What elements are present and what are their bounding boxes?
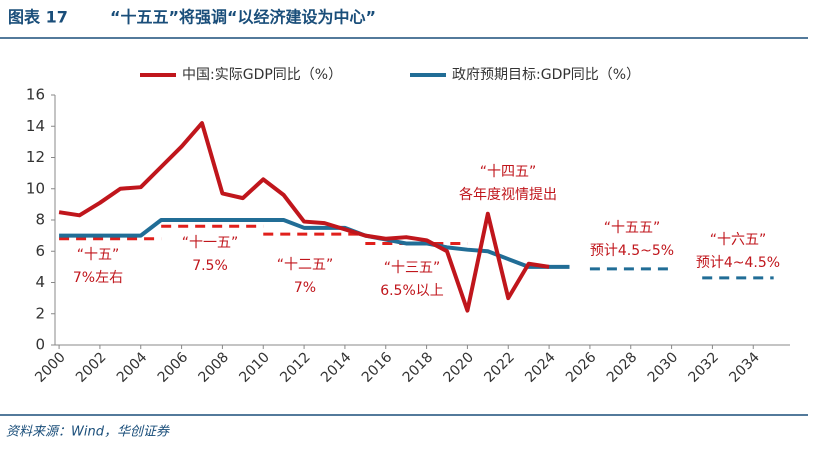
- annotation: “十四五”: [480, 164, 537, 180]
- chart-title: “十五五”将强调“以经济建设为中心”: [110, 8, 376, 27]
- annotation: 6.5%以上: [380, 283, 444, 299]
- y-tick-label: 6: [35, 242, 45, 260]
- source: 资料来源：Wind，华创证券: [6, 425, 170, 440]
- x-tick-label: 2028: [604, 349, 641, 386]
- x-tick-label: 2026: [563, 349, 600, 386]
- y-tick-label: 0: [35, 336, 45, 354]
- figure-label: 图表 17: [8, 8, 68, 27]
- series-line: [58, 121, 550, 313]
- x-tick-label: 2012: [277, 349, 314, 386]
- y-tick-label: 4: [35, 273, 45, 291]
- x-tick-label: 2010: [236, 349, 273, 386]
- x-tick-label: 2006: [155, 349, 192, 386]
- annotation: 7.5%: [192, 258, 228, 274]
- annotation: “十一五”: [182, 235, 239, 251]
- annotation: “十三五”: [384, 260, 441, 276]
- legend-label: 中国:实际GDP同比（%）: [182, 67, 342, 83]
- x-tick-label: 2004: [114, 349, 151, 386]
- series-line: [59, 218, 570, 269]
- x-tick-label: 2008: [196, 349, 233, 386]
- y-tick-label: 12: [26, 148, 45, 166]
- annotation: 各年度视情提出: [459, 187, 557, 203]
- annotation: 预计4.5~5%: [590, 243, 674, 259]
- y-tick-label: 16: [26, 86, 45, 104]
- x-tick-label: 2014: [318, 349, 355, 386]
- x-tick-label: 2022: [481, 349, 518, 386]
- legend-label: 政府预期目标:GDP同比（%）: [452, 67, 640, 83]
- x-tick-label: 2002: [73, 349, 110, 386]
- x-tick-label: 2032: [686, 349, 723, 386]
- y-tick-label: 8: [35, 211, 45, 229]
- x-tick-label: 2000: [32, 349, 69, 386]
- x-tick-label: 2020: [441, 349, 478, 386]
- x-tick-label: 2018: [400, 349, 437, 386]
- annotation: “十五”: [77, 247, 120, 263]
- annotation: 预计4~4.5%: [696, 255, 780, 271]
- annotation: 7%: [294, 280, 316, 296]
- y-tick-label: 10: [26, 179, 45, 197]
- x-tick-label: 2016: [359, 349, 396, 386]
- annotation: “十二五”: [277, 257, 334, 273]
- annotation: 7%左右: [73, 270, 123, 286]
- x-tick-label: 2024: [522, 349, 559, 386]
- y-tick-label: 2: [35, 304, 45, 322]
- x-tick-label: 2034: [726, 349, 763, 386]
- annotation: “十五五”: [604, 220, 661, 236]
- annotation: “十六五”: [710, 232, 767, 248]
- x-tick-label: 2030: [645, 349, 682, 386]
- y-tick-label: 14: [26, 117, 45, 135]
